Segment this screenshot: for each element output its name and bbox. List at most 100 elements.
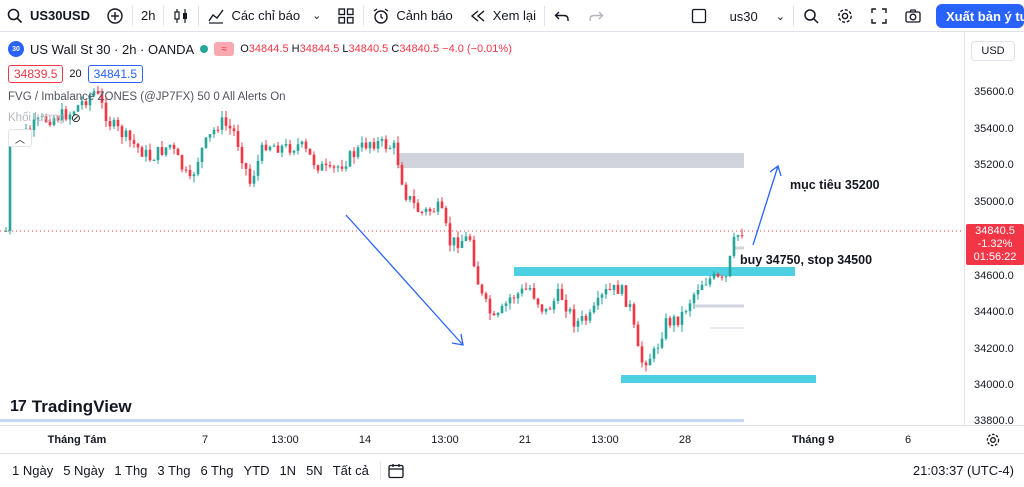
range-ytd-button[interactable]: YTD (243, 463, 270, 478)
publish-idea-button[interactable]: Xuất bản ý tư (936, 4, 1024, 28)
candle-body (624, 285, 628, 307)
candle-body (420, 211, 424, 213)
candle-body (500, 305, 504, 314)
range-1d-button[interactable]: 1 Ngày (12, 463, 54, 478)
date-range-button[interactable] (387, 462, 405, 480)
bid-ask-panel: 34839.5 20 34841.5 (8, 65, 144, 83)
candle-body (604, 289, 608, 295)
candle-body (176, 148, 180, 156)
time-axis[interactable]: Tháng Tám 7 13:00 14 13:00 21 13:00 28 T… (0, 425, 1024, 453)
fullscreen-select-button[interactable] (682, 0, 716, 32)
layout-menu[interactable]: us30 ⌄ (716, 0, 793, 32)
candle-body (424, 208, 428, 212)
tradingview-logo[interactable]: 17 TradingView (10, 397, 132, 417)
candle-body (516, 293, 520, 299)
collapse-legend-button[interactable]: ︿ (8, 129, 32, 147)
candle-body (700, 284, 704, 291)
market-open-dot (200, 45, 209, 53)
quick-search-button[interactable] (794, 0, 828, 32)
candle-body (216, 129, 220, 131)
calendar-icon (388, 463, 404, 478)
candle-body (348, 151, 352, 167)
candle-body (392, 142, 396, 149)
time-tick: Tháng 9 (791, 434, 835, 446)
range-6m-button[interactable]: 6 Thg (200, 463, 234, 478)
axis-settings-button[interactable] (985, 432, 1001, 448)
indicator-legend[interactable]: FVG / Imbalance ZONES (@JP7FX) 50 0 All … (8, 91, 286, 103)
candle-body (688, 303, 692, 312)
candle-body (524, 288, 528, 290)
price-axis[interactable]: USD 35600.0 35400.0 35200.0 35000.0 3484… (964, 33, 1024, 427)
symbol-search[interactable]: US30USD (0, 0, 98, 32)
chart-legend: 30 US Wall St 30 · 2h · OANDA ≈ O34844.5… (8, 41, 512, 57)
candle-body (40, 116, 44, 118)
data-mode-icon[interactable]: ≈ (214, 42, 235, 56)
undo-button[interactable] (545, 0, 579, 32)
alerts-button[interactable]: Cảnh báo (364, 0, 460, 32)
range-1m-button[interactable]: 1 Thg (114, 463, 148, 478)
candle-body (452, 237, 456, 246)
settings-button[interactable] (828, 0, 862, 32)
current-change: -1.32% (977, 238, 1013, 250)
range-5d-button[interactable]: 5 Ngày (63, 463, 105, 478)
candle-body (440, 201, 444, 209)
candle-body (308, 148, 312, 155)
sell-button[interactable]: 34839.5 (8, 65, 64, 83)
candle-body (36, 117, 40, 120)
templates-button[interactable] (329, 0, 363, 32)
currency-select[interactable]: USD (971, 41, 1015, 61)
chart-type-button[interactable] (164, 0, 198, 32)
range-3m-button[interactable]: 3 Thg (157, 463, 191, 478)
down-arrowhead (451, 333, 464, 346)
snapshot-button[interactable] (896, 0, 930, 32)
candle-body (488, 298, 492, 314)
candle-body (316, 165, 320, 171)
candle-body (572, 309, 576, 327)
candle-body (580, 316, 584, 321)
chart-title[interactable]: US Wall St 30 · 2h · OANDA (30, 41, 195, 57)
candle-body (412, 196, 416, 203)
candle-body (120, 126, 124, 138)
candle-body (444, 208, 448, 224)
candle-body (144, 149, 148, 157)
indicators-button[interactable]: Các chỉ báo ⌄ (199, 0, 329, 32)
price-tick: 34000.0 (974, 379, 1014, 391)
range-5y-button[interactable]: 5N (306, 463, 323, 478)
toolbar-divider (793, 6, 794, 26)
candle-body (676, 316, 680, 325)
demand-zone-lower (621, 375, 816, 383)
compare-button[interactable] (98, 0, 132, 32)
candle-body (156, 146, 160, 161)
buy-button[interactable]: 34841.5 (87, 65, 144, 83)
candle-body (408, 196, 412, 200)
layout-name: us30 (729, 8, 758, 24)
search-icon (6, 7, 24, 25)
replay-button[interactable]: Xem lại (461, 0, 544, 32)
chart-pane[interactable]: mục tiêu 35200 buy 34750, stop 34500 30 … (0, 33, 964, 425)
timezone-clock[interactable]: 21:03:37 (UTC-4) (912, 463, 1014, 478)
range-all-button[interactable]: Tất cả (332, 463, 369, 478)
chevron-down-icon: ⌄ (312, 10, 322, 22)
volume-legend[interactable]: Khối lượng ⊘ (8, 111, 81, 125)
candle-body (360, 142, 364, 148)
fullscreen-button[interactable] (862, 0, 896, 32)
candle-body (32, 119, 36, 130)
candle-body (460, 240, 464, 248)
time-tick: 14 (358, 434, 372, 446)
replay-label: Xem lại (492, 8, 537, 23)
candle-body (448, 223, 452, 246)
candle-body (356, 147, 360, 157)
redo-button[interactable] (579, 0, 613, 32)
candle-body (652, 348, 656, 359)
interval-button[interactable]: 2h (133, 0, 163, 32)
candle-body (96, 91, 100, 94)
supply-zone (398, 153, 744, 168)
range-1y-button[interactable]: 1N (279, 463, 297, 478)
candle-body (504, 303, 508, 306)
candle-body (648, 358, 652, 366)
eye-hidden-icon[interactable]: ⊘ (70, 111, 81, 125)
candle-body (692, 294, 696, 304)
candle-body (128, 130, 132, 141)
symbol-badge: 30 (8, 41, 24, 57)
candle-body (496, 313, 500, 316)
